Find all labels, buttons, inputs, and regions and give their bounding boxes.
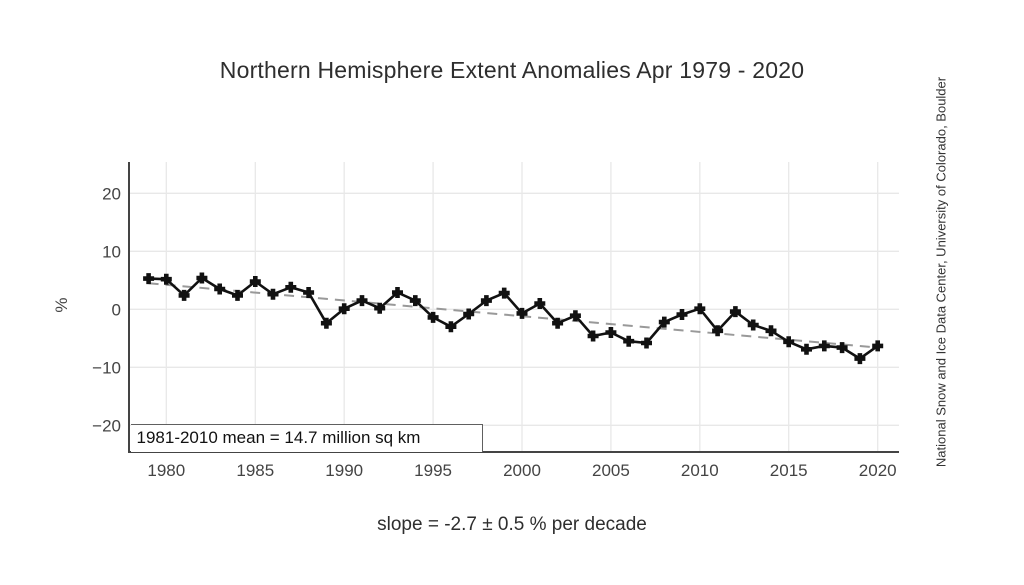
x-tick-label: 2000 (503, 461, 541, 480)
x-tick-label: 1985 (236, 461, 274, 480)
data-point-marker (658, 316, 670, 328)
x-tick-label: 2020 (859, 461, 897, 480)
mean-annotation: 1981-2010 mean = 14.7 million sq km (130, 423, 483, 452)
slope-caption: slope = -2.7 ± 0.5 % per decade (377, 514, 647, 535)
data-point-marker (676, 309, 688, 320)
data-point-marker (374, 302, 386, 314)
data-point-marker (641, 337, 652, 349)
data-point-marker (143, 273, 155, 285)
x-tick-label: 2015 (770, 461, 808, 480)
series-line (148, 276, 879, 360)
source-credit: National Snow and Ice Data Center, Unive… (933, 76, 949, 468)
data-point-marker (232, 289, 243, 301)
data-point-marker (569, 310, 581, 322)
data-point-marker (409, 295, 421, 307)
data-point-marker (338, 303, 350, 315)
data-point-marker (249, 276, 261, 287)
x-tick-label: 1995 (414, 461, 452, 480)
y-tick-label: 20 (102, 184, 121, 203)
y-axis-label: % (52, 297, 71, 313)
data-point-marker (765, 325, 777, 337)
data-point-marker (818, 340, 830, 352)
data-point-marker (534, 298, 546, 309)
data-point-marker (160, 273, 172, 285)
data-point-marker (747, 319, 759, 331)
data-point-marker (303, 287, 315, 298)
data-point-marker (623, 335, 635, 347)
trend-line (148, 282, 878, 349)
data-point-marker (285, 281, 297, 293)
data-point-marker (196, 272, 208, 284)
data-point-marker (480, 295, 492, 307)
data-point-marker (836, 342, 848, 354)
data-point-marker (498, 287, 510, 299)
data-point-marker (801, 343, 812, 355)
data-point-marker (356, 295, 368, 307)
x-tick-label: 1990 (325, 461, 363, 480)
x-tick-label: 1980 (147, 461, 185, 480)
y-tick-label: 0 (112, 300, 121, 319)
data-point-marker (552, 317, 564, 329)
data-point-marker (445, 321, 457, 333)
x-tick-label: 2010 (681, 461, 719, 480)
y-tick-label: −20 (92, 416, 121, 435)
data-point-marker (854, 353, 866, 365)
data-point-marker (872, 340, 884, 352)
data-point-marker (214, 283, 226, 295)
data-point-marker (712, 325, 724, 337)
x-tick-label: 2005 (592, 461, 630, 480)
data-point-marker (587, 330, 599, 342)
data-point-marker (427, 311, 439, 323)
chart-title: Northern Hemisphere Extent Anomalies Apr… (219, 57, 805, 83)
data-point-marker (320, 317, 332, 329)
data-point-marker (729, 306, 741, 318)
data-point-marker (516, 307, 528, 319)
data-point-marker (605, 327, 617, 338)
data-point-marker (463, 308, 475, 320)
data-point-marker (178, 289, 190, 301)
data-point-marker (392, 287, 403, 298)
data-point-marker (783, 336, 795, 348)
data-point-marker (694, 303, 706, 315)
data-point-marker (267, 288, 279, 300)
y-tick-label: −10 (92, 358, 121, 377)
y-tick-label: 10 (102, 242, 121, 261)
